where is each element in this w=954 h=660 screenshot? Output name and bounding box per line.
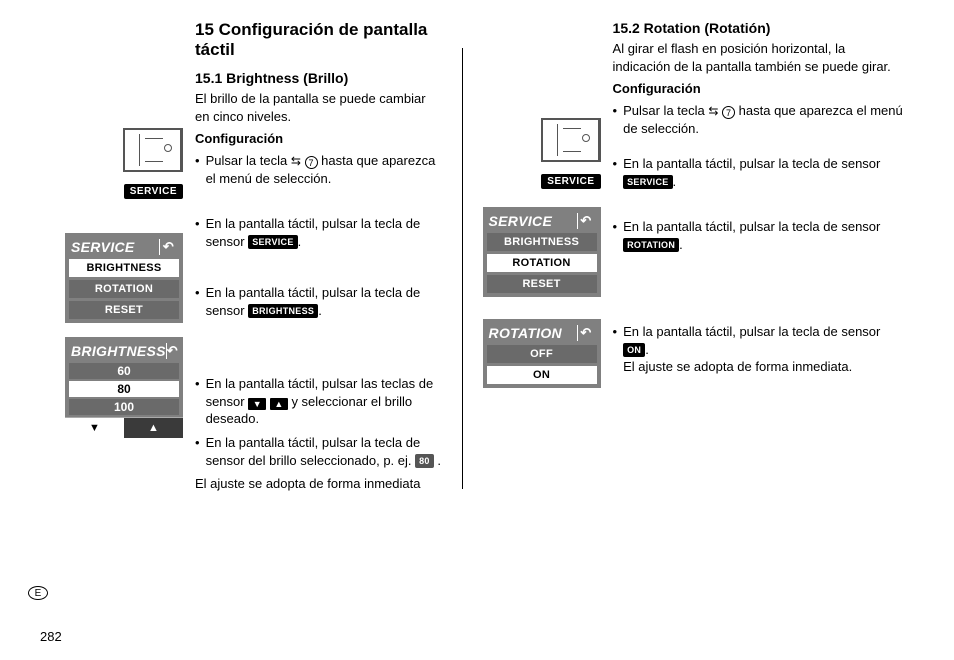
back-icon: ↶ [166, 343, 178, 359]
menu-item-rotation: ROTATION [487, 254, 597, 272]
on-inline-chip: ON [623, 343, 645, 357]
s1-closing: El ajuste se adopta de forma inmediata [195, 475, 442, 493]
brightness-title-text: BRIGHTNESS [71, 343, 166, 359]
brightness-val-60: 60 [69, 363, 179, 379]
service-menu-illustration: SERVICE ↶ BRIGHTNESS ROTATION RESET [65, 233, 183, 323]
circled-7: 7 [722, 106, 735, 119]
right-illustrations: SERVICE SERVICE ↶ BRIGHTNESS ROTATION RE… [483, 20, 613, 499]
menu-item-reset: RESET [69, 301, 179, 319]
swap-icon: ⇆ [291, 153, 301, 169]
s2-step4-a: En la pantalla táctil, pulsar la tecla d… [623, 324, 880, 339]
menu-title: SERVICE ↶ [69, 237, 179, 259]
left-illustrations: SERVICE SERVICE ↶ BRIGHTNESS ROTATION RE… [65, 20, 195, 499]
left-column: SERVICE SERVICE ↶ BRIGHTNESS ROTATION RE… [0, 20, 462, 499]
service-chip: SERVICE [124, 184, 183, 199]
menu-title: SERVICE ↶ [487, 211, 597, 233]
down-arrow-icon: ▼ [65, 418, 124, 438]
service-menu-illustration-2: SERVICE ↶ BRIGHTNESS ROTATION RESET [483, 207, 601, 297]
s2-step3: En la pantalla táctil, pulsar la tecla d… [613, 218, 904, 253]
menu-item-reset: RESET [487, 275, 597, 293]
s2-closing: El ajuste se adopta de forma inmediata. [623, 359, 852, 374]
menu-item-brightness: BRIGHTNESS [487, 233, 597, 251]
rotation-inline-chip: ROTATION [623, 238, 679, 252]
down-tri-icon: ▼ [248, 398, 266, 410]
brightness-inline-chip: BRIGHTNESS [248, 304, 318, 318]
service-inline-chip: SERVICE [248, 235, 297, 249]
section-1-title: 15.1 Brightness (Brillo) [195, 70, 442, 86]
brightness-menu-illustration: BRIGHTNESS ↶ 60 80 100 ▼ ▲ [65, 337, 183, 438]
back-icon: ↶ [159, 239, 177, 255]
s1-step1: Pulsar la tecla ⇆ 7 hasta que aparezca e… [195, 152, 442, 187]
arrow-row: ▼ ▲ [65, 417, 183, 438]
circled-7: 7 [305, 156, 318, 169]
lcd-thumb-icon [123, 128, 183, 172]
menu-title-text: SERVICE [489, 213, 553, 229]
rotation-title: ROTATION ↶ [487, 323, 597, 345]
chip-80: 80 [415, 454, 434, 468]
brightness-val-100: 100 [69, 399, 179, 415]
s1-step2: En la pantalla táctil, pulsar la tecla d… [195, 215, 442, 250]
section-2-intro: Al girar el flash en posición horizontal… [613, 40, 904, 75]
s2-step4: En la pantalla táctil, pulsar la tecla d… [613, 323, 904, 376]
config-label-2: Configuración [613, 81, 904, 96]
s2-step1-a: Pulsar la tecla [623, 103, 708, 118]
s1-step5-a: En la pantalla táctil, pulsar la tecla d… [206, 435, 421, 468]
rotation-menu-illustration: ROTATION ↶ OFF ON [483, 319, 601, 388]
s1-step5: En la pantalla táctil, pulsar la tecla d… [195, 434, 442, 469]
service-inline-chip: SERVICE [623, 175, 672, 189]
back-icon: ↶ [577, 325, 595, 341]
s1-step3: En la pantalla táctil, pulsar la tecla d… [195, 284, 442, 319]
section-1-intro: El brillo de la pantalla se puede cambia… [195, 90, 442, 125]
page-number: 282 [40, 629, 62, 644]
section-2-title: 15.2 Rotation (Rotatión) [613, 20, 904, 36]
menu-item-brightness: BRIGHTNESS [69, 259, 179, 277]
rotation-title-text: ROTATION [489, 325, 562, 341]
s1-step1-a: Pulsar la tecla [206, 153, 291, 168]
s1-step2-a: En la pantalla táctil, pulsar la tecla d… [206, 216, 421, 249]
manual-page: SERVICE SERVICE ↶ BRIGHTNESS ROTATION RE… [0, 0, 954, 499]
up-arrow-icon: ▲ [124, 418, 183, 438]
lcd-thumb-icon [541, 118, 601, 162]
swap-icon: ⇆ [708, 103, 718, 119]
right-column: SERVICE SERVICE ↶ BRIGHTNESS ROTATION RE… [463, 20, 924, 499]
menu-title-text: SERVICE [71, 239, 135, 255]
left-text: 15 Configuración de pantalla táctil 15.1… [195, 20, 462, 499]
back-icon: ↶ [577, 213, 595, 229]
s1-step4: En la pantalla táctil, pulsar las teclas… [195, 375, 442, 428]
brightness-title: BRIGHTNESS ↶ [69, 341, 179, 363]
s2-step1: Pulsar la tecla ⇆ 7 hasta que aparezca e… [613, 102, 904, 137]
config-label-1: Configuración [195, 131, 442, 146]
rotation-on: ON [487, 366, 597, 384]
brightness-val-80: 80 [69, 381, 179, 397]
s2-step2-a: En la pantalla táctil, pulsar la tecla d… [623, 156, 880, 171]
service-chip: SERVICE [541, 174, 600, 189]
right-text: 15.2 Rotation (Rotatión) Al girar el fla… [613, 20, 924, 499]
menu-item-rotation: ROTATION [69, 280, 179, 298]
up-tri-icon: ▲ [270, 398, 288, 410]
chapter-heading: 15 Configuración de pantalla táctil [195, 20, 442, 60]
language-badge: E [28, 586, 48, 600]
s2-step3-a: En la pantalla táctil, pulsar la tecla d… [623, 219, 880, 234]
s2-step2: En la pantalla táctil, pulsar la tecla d… [613, 155, 904, 190]
rotation-off: OFF [487, 345, 597, 363]
